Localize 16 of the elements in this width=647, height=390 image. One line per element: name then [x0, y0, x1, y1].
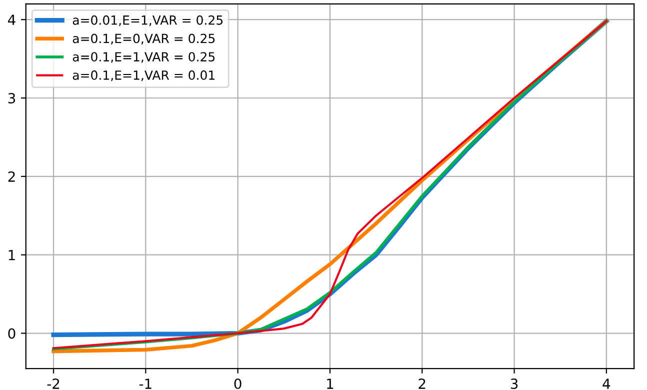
legend-label: a=0.1,E=0,VAR = 0.25: [72, 34, 215, 44]
y-tick-label: 3: [8, 92, 16, 104]
legend-label: a=0.01,E=1,VAR = 0.25: [72, 15, 223, 26]
x-tick-label: 2: [418, 378, 426, 389]
y-tick-label: 0: [8, 328, 16, 339]
legend-label: a=0.1,E=1,VAR = 0.01: [72, 70, 215, 82]
x-tick-label: 0: [234, 378, 242, 390]
x-tick-label: -2: [47, 378, 60, 389]
x-tick-label: -1: [139, 378, 152, 389]
x-tick-label: 1: [327, 378, 334, 389]
y-tick-label: 2: [8, 171, 15, 182]
y-tick-label: 4: [8, 14, 16, 25]
x-tick-label: 3: [510, 378, 518, 390]
y-tick-label: 1: [8, 250, 15, 260]
x-tick-label: 4: [602, 378, 610, 389]
legend-label: a=0.1,E=1,VAR = 0.25: [72, 52, 215, 63]
